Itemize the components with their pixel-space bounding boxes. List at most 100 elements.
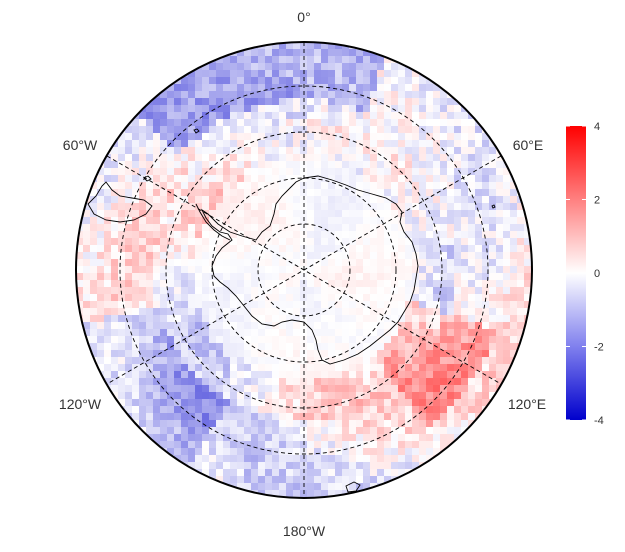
field-pixel: [307, 140, 315, 148]
field-pixel: [356, 413, 364, 421]
field-pixel: [272, 399, 280, 407]
field-pixel: [265, 434, 273, 442]
field-pixel: [447, 336, 455, 344]
field-pixel: [237, 301, 245, 309]
field-pixel: [342, 210, 350, 218]
field-pixel: [384, 189, 392, 197]
label-0: 0°: [297, 9, 310, 25]
field-pixel: [440, 434, 448, 442]
field-pixel: [321, 168, 329, 176]
field-pixel: [447, 189, 455, 197]
field-pixel: [391, 399, 399, 407]
field-pixel: [237, 343, 245, 351]
field-pixel: [314, 70, 322, 78]
field-pixel: [167, 217, 175, 225]
field-pixel: [167, 385, 175, 393]
field-pixel: [335, 434, 343, 442]
field-pixel: [447, 196, 455, 204]
field-pixel: [216, 378, 224, 386]
field-pixel: [321, 49, 329, 57]
field-pixel: [363, 42, 371, 50]
field-pixel: [349, 203, 357, 211]
field-pixel: [237, 357, 245, 365]
field-pixel: [510, 161, 518, 169]
field-pixel: [167, 210, 175, 218]
field-pixel: [377, 161, 385, 169]
field-pixel: [237, 336, 245, 344]
field-pixel: [335, 476, 343, 484]
field-pixel: [125, 301, 133, 309]
field-pixel: [286, 98, 294, 106]
field-pixel: [335, 147, 343, 155]
field-pixel: [321, 357, 329, 365]
field-pixel: [195, 294, 203, 302]
field-pixel: [412, 147, 420, 155]
field-pixel: [237, 392, 245, 400]
field-pixel: [286, 238, 294, 246]
field-pixel: [230, 217, 238, 225]
field-pixel: [328, 294, 336, 302]
field-pixel: [153, 413, 161, 421]
field-pixel: [139, 133, 147, 141]
field-pixel: [118, 371, 126, 379]
field-pixel: [237, 63, 245, 71]
field-pixel: [258, 378, 266, 386]
field-pixel: [314, 175, 322, 183]
field-pixel: [209, 329, 217, 337]
field-pixel: [181, 364, 189, 372]
field-pixel: [146, 266, 154, 274]
field-pixel: [461, 147, 469, 155]
field-pixel: [454, 245, 462, 253]
field-pixel: [475, 259, 483, 267]
field-pixel: [293, 343, 301, 351]
field-pixel: [342, 224, 350, 232]
field-pixel: [195, 462, 203, 470]
field-pixel: [307, 63, 315, 71]
field-pixel: [279, 273, 287, 281]
field-pixel: [251, 168, 259, 176]
field-pixel: [202, 434, 210, 442]
field-pixel: [321, 252, 329, 260]
field-pixel: [174, 329, 182, 337]
field-pixel: [349, 483, 357, 491]
field-pixel: [356, 399, 364, 407]
field-pixel: [111, 238, 119, 246]
field-pixel: [314, 462, 322, 470]
field-pixel: [230, 273, 238, 281]
field-pixel: [426, 280, 434, 288]
field-pixel: [237, 168, 245, 176]
field-pixel: [153, 140, 161, 148]
field-pixel: [531, 238, 532, 246]
field-pixel: [349, 182, 357, 190]
field-pixel: [461, 259, 469, 267]
field-pixel: [118, 385, 126, 393]
field-pixel: [258, 413, 266, 421]
field-pixel: [132, 287, 140, 295]
field-pixel: [468, 203, 476, 211]
field-pixel: [202, 273, 210, 281]
field-pixel: [398, 357, 406, 365]
field-pixel: [230, 112, 238, 120]
field-pixel: [195, 301, 203, 309]
field-pixel: [83, 315, 91, 323]
field-pixel: [328, 399, 336, 407]
field-pixel: [160, 350, 168, 358]
field-pixel: [286, 364, 294, 372]
field-pixel: [328, 238, 336, 246]
field-pixel: [398, 469, 406, 477]
field-pixel: [104, 273, 112, 281]
field-pixel: [265, 315, 273, 323]
field-pixel: [83, 294, 91, 302]
field-pixel: [405, 364, 413, 372]
field-pixel: [244, 147, 252, 155]
field-pixel: [244, 455, 252, 463]
field-pixel: [286, 168, 294, 176]
field-pixel: [328, 105, 336, 113]
field-pixel: [104, 357, 112, 365]
field-pixel: [237, 252, 245, 260]
field-pixel: [377, 343, 385, 351]
field-pixel: [384, 476, 392, 484]
field-pixel: [433, 336, 441, 344]
field-pixel: [83, 231, 91, 239]
field-pixel: [258, 203, 266, 211]
